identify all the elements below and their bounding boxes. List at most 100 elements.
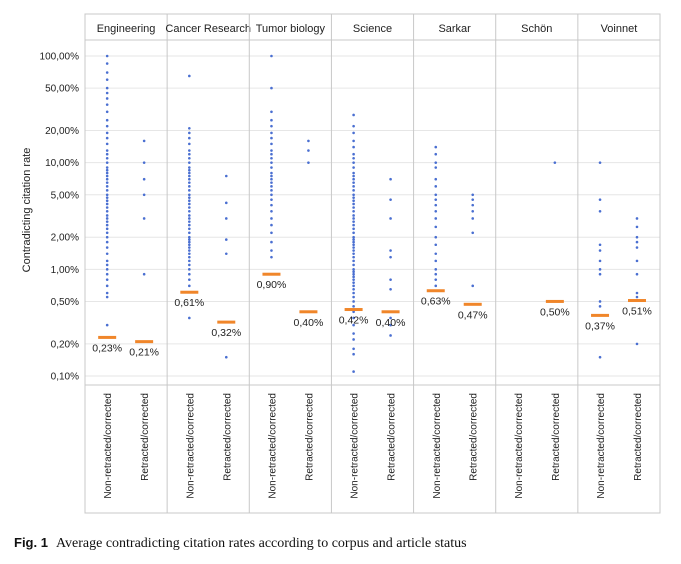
data-point: [188, 196, 191, 199]
data-point: [352, 263, 355, 267]
y-tick-label: 1,00%: [51, 265, 79, 276]
mean-label: 0,42%: [339, 315, 369, 327]
data-point: [352, 206, 355, 209]
data-point: [188, 246, 191, 249]
data-point: [188, 174, 191, 178]
data-point: [352, 161, 355, 164]
data-point: [188, 316, 191, 320]
data-point: [598, 243, 602, 247]
data-point: [188, 278, 191, 281]
data-point: [270, 54, 273, 58]
data-point: [270, 174, 273, 178]
data-point: [352, 268, 355, 271]
data-point: [471, 198, 475, 201]
data-point: [434, 185, 438, 188]
data-point: [434, 198, 438, 201]
data-point: [352, 287, 355, 291]
data-point: [105, 152, 109, 156]
data-point: [142, 193, 146, 197]
data-point: [434, 161, 438, 164]
data-point: [270, 142, 273, 146]
y-tick-label: 5,00%: [51, 190, 79, 201]
mean-marker: [135, 340, 154, 344]
data-point: [553, 161, 557, 164]
data-point: [352, 214, 355, 217]
data-point: [188, 259, 191, 263]
y-axis: Contradicting citation rate 100,00% 50,00…: [21, 52, 79, 383]
data-point: [635, 259, 639, 263]
data-point: [105, 168, 109, 172]
data-point: [434, 225, 438, 229]
data-point: [352, 252, 355, 256]
mean-label: 0,61%: [174, 297, 204, 309]
data-point: [142, 272, 146, 276]
data-point: [352, 316, 355, 320]
data-point: [434, 217, 438, 220]
data-point: [471, 209, 475, 213]
data-point: [105, 196, 109, 199]
data-point: [188, 255, 191, 259]
data-point: [105, 206, 109, 209]
panels: Engineering 0,23% Non-retracted/corrected 0…: [92, 14, 652, 513]
data-point: [389, 255, 392, 259]
data-point: [598, 300, 602, 303]
data-point: [188, 231, 191, 235]
data-point: [635, 295, 639, 299]
data-point: [270, 171, 273, 175]
data-point: [105, 177, 109, 181]
x-category-label: Retracted/corrected: [222, 393, 233, 481]
data-point: [352, 259, 355, 263]
data-point: [105, 149, 109, 152]
data-point: [105, 86, 109, 90]
data-point: [188, 193, 191, 197]
data-point: [307, 149, 310, 152]
data-point: [352, 181, 355, 184]
data-point: [270, 161, 273, 164]
data-point: [105, 259, 109, 263]
data-point: [598, 198, 602, 201]
data-point: [352, 323, 355, 327]
data-point: [471, 284, 475, 288]
data-point: [105, 171, 109, 175]
data-point: [105, 217, 109, 220]
data-point: [598, 272, 602, 276]
data-point: [105, 272, 109, 276]
mean-marker: [217, 320, 236, 324]
data-point: [352, 305, 355, 308]
data-point: [352, 272, 355, 276]
data-point: [352, 209, 355, 213]
data-point: [389, 249, 392, 252]
data-point: [434, 284, 438, 288]
y-tick-label: 2,00%: [51, 233, 79, 244]
panel-title: Science: [353, 23, 392, 35]
data-point: [352, 139, 355, 143]
data-point: [352, 152, 355, 156]
data-point: [434, 278, 438, 281]
data-point: [352, 202, 355, 206]
data-point: [270, 131, 273, 135]
data-point: [352, 124, 355, 128]
data-point: [270, 209, 273, 213]
data-point: [105, 71, 109, 74]
data-point: [105, 227, 109, 231]
data-point: [635, 240, 639, 244]
data-point: [270, 223, 273, 227]
data-point: [434, 268, 438, 271]
data-point: [434, 252, 438, 256]
panel-science: Science 0,42% Non-retracted/corrected 0,40%…: [330, 14, 405, 513]
data-point: [270, 185, 273, 188]
y-tick-label: 50,00%: [45, 84, 79, 95]
data-point: [598, 305, 602, 308]
mean-label: 0,37%: [585, 320, 615, 332]
data-point: [105, 124, 109, 128]
data-point: [105, 252, 109, 256]
data-point: [270, 152, 273, 156]
data-point: [105, 189, 109, 192]
panel-voinnet: Voinnet 0,37% Non-retracted/corrected 0,51%…: [577, 14, 652, 513]
mean-marker: [591, 313, 610, 317]
data-point: [188, 177, 191, 181]
data-point: [105, 142, 109, 146]
data-point: [270, 255, 273, 259]
data-point: [270, 118, 273, 122]
data-point: [105, 323, 109, 327]
